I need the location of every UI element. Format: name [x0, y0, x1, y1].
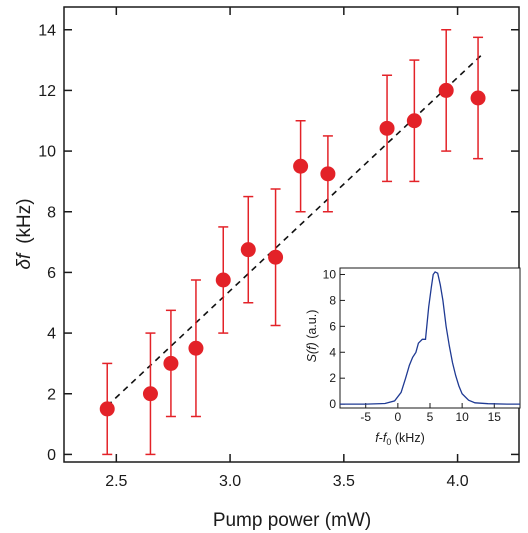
inset-y-tick-label: 2: [329, 371, 336, 385]
main-axis-ticks: 2.5 3.0 3.5 4.0 0 2 4 6 8 10 12 14: [38, 7, 519, 490]
x-tick-label: 3.0: [219, 473, 241, 490]
y-tick-label: 12: [38, 83, 56, 100]
data-point: [470, 90, 486, 106]
inset-x-label-sub: 0: [386, 437, 391, 447]
inset-x-label-f0: f: [383, 431, 388, 445]
x-tick-label: 4.0: [446, 473, 468, 490]
inset-y-label-paren: ): [305, 342, 319, 348]
x-tick-label: 3.5: [333, 473, 355, 490]
data-point: [406, 113, 422, 129]
data-point: [215, 272, 231, 288]
y-tick-label: 2: [47, 386, 56, 403]
inset-background: [340, 268, 520, 408]
inset-x-label-f: f: [375, 431, 380, 445]
inset-y-tick-label: 4: [329, 345, 336, 359]
data-point: [163, 355, 179, 371]
x-axis-label: Pump power (mW): [213, 510, 371, 531]
main-plot-frame: [63, 6, 520, 463]
data-point: [320, 166, 336, 182]
y-tick-label: 4: [47, 326, 56, 343]
inset-y-label-unit: (a.u.): [305, 310, 319, 343]
inset-spectrum-curve: [340, 271, 520, 405]
inset-y-label-s: S(: [305, 348, 319, 362]
inset-y-tick-label: 0: [329, 397, 336, 411]
data-point: [142, 386, 158, 402]
fit-line-segment: [106, 53, 484, 407]
inset-x-tick-label: -5: [360, 410, 371, 424]
y-tick-label: 8: [47, 204, 56, 221]
data-points: [99, 82, 486, 417]
y-axis-label: δf (kHz): [14, 198, 35, 269]
inset-x-tick-label: 0: [395, 410, 402, 424]
data-point: [293, 158, 309, 174]
inset-axis-ticks: -5 0 5 10 15 0 2 4 6 8 10: [323, 267, 502, 424]
inset-y-tick-label: 8: [329, 293, 336, 307]
data-point: [438, 82, 454, 98]
inset-x-tick-label: 5: [427, 410, 434, 424]
data-point: [379, 120, 395, 136]
inset-y-tick-label: 10: [323, 267, 337, 281]
y-tick-label: 6: [47, 265, 56, 282]
y-tick-label: 14: [38, 22, 56, 39]
inset-x-label-unit: (kHz): [391, 431, 424, 445]
inset-y-label-f: f: [305, 345, 319, 350]
inset-x-label-dash: -: [379, 431, 383, 445]
data-point: [188, 340, 204, 356]
y-tick-label: 0: [47, 447, 56, 464]
x-tick-label: 2.5: [105, 473, 127, 490]
inset-x-axis-label: f-f0 (kHz): [375, 431, 424, 447]
y-tick-label: 10: [38, 144, 56, 161]
inset-x-tick-label: 10: [455, 410, 469, 424]
y-axis-unit: (kHz): [14, 198, 35, 243]
data-point: [240, 242, 256, 258]
inset-y-axis-label: S(f) (a.u.): [305, 310, 319, 363]
inset-y-tick-label: 6: [329, 319, 336, 333]
y-axis-symbol: δf: [14, 252, 35, 270]
data-point: [268, 249, 284, 265]
fit-line: [106, 53, 484, 407]
inset-x-tick-label: 15: [488, 410, 502, 424]
data-point: [99, 401, 115, 417]
